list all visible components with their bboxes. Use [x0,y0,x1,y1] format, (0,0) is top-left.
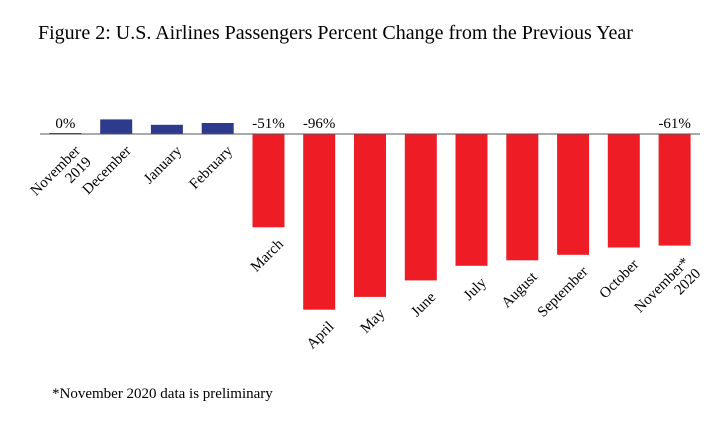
bar-7 [404,134,437,281]
category-label-8: July [461,275,490,304]
category-label-3: February [186,143,236,193]
bar-2 [150,124,183,134]
bar-10 [557,134,590,255]
bar-8 [455,134,488,266]
category-label-12: November*2020 [632,255,705,328]
category-label-10: September [535,264,592,321]
data-label-4: -51% [252,116,285,132]
category-label-7: June [408,289,439,320]
bars-group [49,119,691,310]
category-label-0: November2019 [28,143,95,210]
bar-1 [100,119,133,134]
data-label-12: -61% [658,116,691,132]
bar-5 [303,134,336,310]
bar-9 [506,134,539,261]
bar-11 [607,134,640,248]
footnote: *November 2020 data is preliminary [52,386,273,402]
category-label-11: October [597,257,642,302]
category-label-2: January [141,143,186,188]
bar-3 [201,123,234,134]
category-label-4: March [248,236,287,275]
category-label-9: August [499,269,542,312]
value-labels-group: 0% -51% -96% -61% [55,116,690,132]
bar-12 [658,134,691,246]
category-label-6: May [358,306,389,337]
category-label-5: April [304,319,338,353]
data-label-0: 0% [55,116,75,132]
bar-6 [354,134,386,297]
bar-4 [252,134,285,228]
data-label-5: -96% [303,116,336,132]
chart-title: Figure 2: U.S. Airlines Passengers Perce… [38,22,633,44]
